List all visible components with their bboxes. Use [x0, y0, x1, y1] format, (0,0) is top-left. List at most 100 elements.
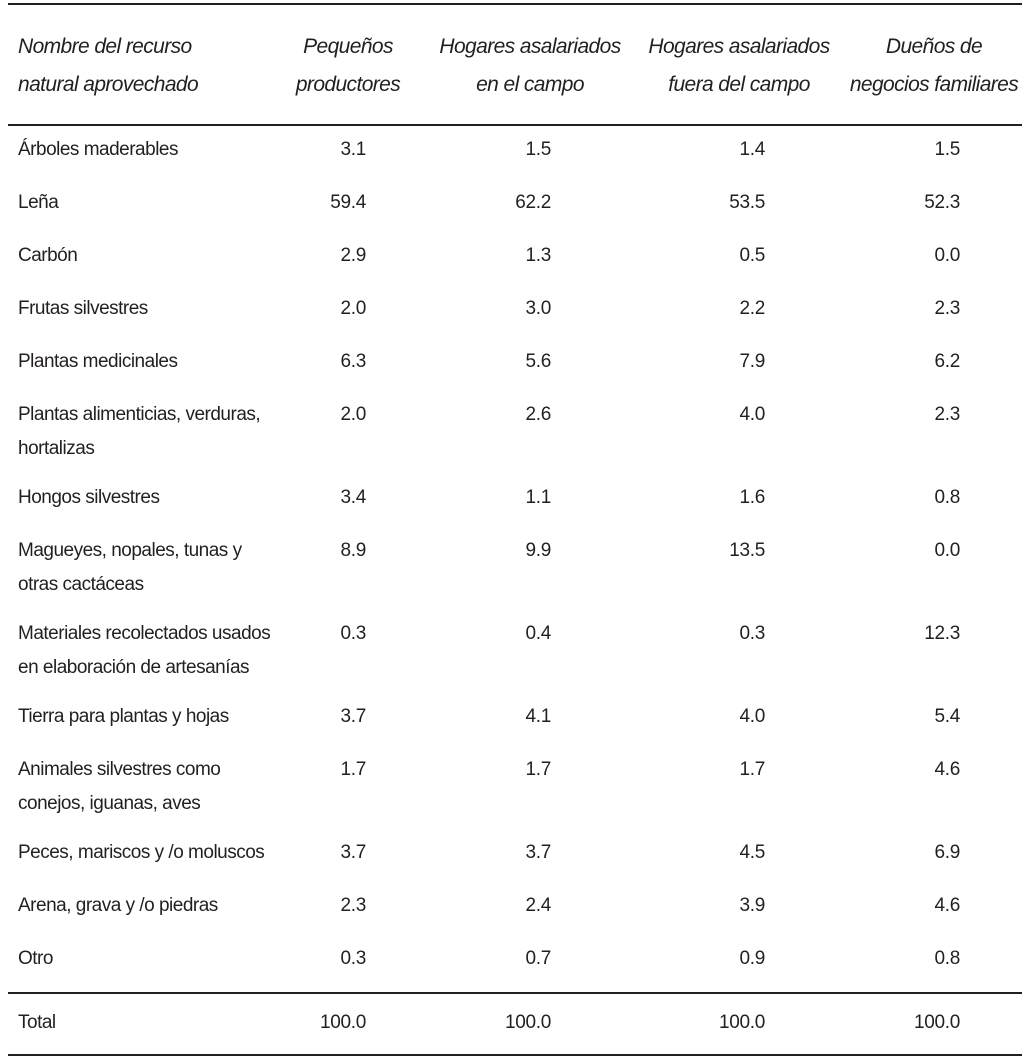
- column-header-line: en el campo: [476, 73, 584, 96]
- resource-name-line: Hongos silvestres: [18, 487, 160, 508]
- column-header-line: Hogares asalariados: [439, 35, 621, 58]
- cell-value: 1.7: [340, 759, 366, 780]
- cell-value: 1.3: [525, 245, 551, 266]
- column-header-line: Hogares asalariados: [648, 35, 830, 58]
- total-rule: [8, 992, 1022, 994]
- column-header: Nombre del recurso natural aprovechado: [18, 28, 258, 104]
- cell-value: 6.3: [340, 351, 366, 372]
- cell-value: 3.7: [340, 842, 366, 863]
- cell-value: 4.0: [739, 706, 765, 727]
- resource-name-line: Frutas silvestres: [18, 298, 148, 319]
- resource-name: Plantas medicinales: [18, 345, 278, 379]
- resource-name-line: Árboles maderables: [18, 139, 178, 160]
- resource-name: Animales silvestres como conejos, iguanas…: [18, 753, 278, 821]
- cell-value: 0.3: [340, 623, 366, 644]
- cell-value: 62.2: [515, 192, 551, 213]
- cell-value: 4.6: [934, 895, 960, 916]
- cell-value: 2.4: [525, 895, 551, 916]
- cell-value: 2.3: [340, 895, 366, 916]
- table-top-rule: [8, 3, 1022, 5]
- resource-name-line: Animales silvestres como: [18, 759, 221, 780]
- header-rule: [8, 124, 1022, 126]
- cell-value: 0.9: [739, 948, 765, 969]
- resource-name-line: en elaboración de artesanías: [18, 657, 250, 678]
- cell-value: 0.0: [934, 540, 960, 561]
- table-bottom-rule: [8, 1054, 1022, 1056]
- cell-value: 2.0: [340, 404, 366, 425]
- cell-value: 52.3: [924, 192, 960, 213]
- cell-value: 1.5: [934, 139, 960, 160]
- cell-value: 13.5: [729, 540, 765, 561]
- resource-name: Peces, mariscos y /o moluscos: [18, 836, 278, 870]
- cell-value: 59.4: [330, 192, 366, 213]
- cell-value: 6.2: [934, 351, 960, 372]
- cell-value: 2.3: [934, 404, 960, 425]
- resource-name-line: Otro: [18, 948, 53, 969]
- cell-value: 1.1: [525, 487, 551, 508]
- cell-value: 5.6: [525, 351, 551, 372]
- cell-value: 6.9: [934, 842, 960, 863]
- resource-name: Leña: [18, 186, 278, 220]
- cell-value: 3.7: [340, 706, 366, 727]
- cell-value: 2.0: [340, 298, 366, 319]
- cell-value: 0.8: [934, 948, 960, 969]
- resource-name-line: Arena, grava y /o piedras: [18, 895, 218, 916]
- column-header: Hogares asalariados fuera del campo: [619, 28, 859, 104]
- column-header-line: Pequeños: [303, 35, 393, 58]
- cell-value: 3.1: [340, 139, 366, 160]
- resource-name: Tierra para plantas y hojas: [18, 700, 278, 734]
- cell-value: 100.0: [319, 1012, 366, 1033]
- column-header-line: fuera del campo: [668, 73, 810, 96]
- resource-name: Otro: [18, 942, 278, 976]
- column-header-line: productores: [295, 73, 401, 96]
- column-header-line: Dueños de: [885, 35, 983, 58]
- cell-value: 0.3: [340, 948, 366, 969]
- cell-value: 1.7: [739, 759, 765, 780]
- column-header: Dueños de negocios familiares: [814, 28, 1024, 104]
- cell-value: 1.4: [739, 139, 765, 160]
- resource-name: Plantas alimenticias, verduras, hortaliza…: [18, 398, 278, 466]
- cell-value: 2.9: [340, 245, 366, 266]
- cell-value: 4.0: [739, 404, 765, 425]
- cell-value: 3.9: [739, 895, 765, 916]
- cell-value: 4.6: [934, 759, 960, 780]
- cell-value: 8.9: [340, 540, 366, 561]
- resource-name-line: Magueyes, nopales, tunas y: [18, 540, 242, 561]
- cell-value: 3.0: [525, 298, 551, 319]
- resource-name: Arena, grava y /o piedras: [18, 889, 278, 923]
- cell-value: 3.7: [525, 842, 551, 863]
- cell-value: 5.4: [934, 706, 960, 727]
- column-header: Pequeños productores: [228, 28, 468, 104]
- cell-value: 0.3: [739, 623, 765, 644]
- resource-name: Magueyes, nopales, tunas y otras cactácea…: [18, 534, 278, 602]
- resource-name-line: hortalizas: [18, 438, 95, 459]
- resource-name: Árboles maderables: [18, 133, 278, 167]
- column-header-line: Nombre del recurso: [18, 35, 192, 58]
- cell-value: 7.9: [739, 351, 765, 372]
- cell-value: 53.5: [729, 192, 765, 213]
- cell-value: 4.5: [739, 842, 765, 863]
- cell-value: 9.9: [525, 540, 551, 561]
- resource-name-line: Carbón: [18, 245, 78, 266]
- cell-value: 12.3: [924, 623, 960, 644]
- resource-name: Frutas silvestres: [18, 292, 278, 326]
- resource-name-line: conejos, iguanas, aves: [18, 793, 201, 814]
- resource-name: Carbón: [18, 239, 278, 273]
- cell-value: 0.5: [739, 245, 765, 266]
- cell-value: 0.4: [525, 623, 551, 644]
- column-header-line: negocios familiares: [849, 73, 1019, 96]
- cell-value: 1.7: [525, 759, 551, 780]
- resource-name-line: otras cactáceas: [18, 574, 144, 595]
- cell-value: 100.0: [504, 1012, 551, 1033]
- resource-name-line: Leña: [18, 192, 59, 213]
- cell-value: 100.0: [718, 1012, 765, 1033]
- column-header-line: natural aprovechado: [18, 73, 199, 96]
- cell-value: 2.6: [525, 404, 551, 425]
- resource-name: Materiales recolectados usados en elabora…: [18, 617, 278, 685]
- resource-name: Hongos silvestres: [18, 481, 278, 515]
- resource-name-line: Plantas medicinales: [18, 351, 178, 372]
- cell-value: 100.0: [913, 1012, 960, 1033]
- cell-value: 2.3: [934, 298, 960, 319]
- resource-name-line: Tierra para plantas y hojas: [18, 706, 229, 727]
- resource-name-line: Materiales recolectados usados: [18, 623, 271, 644]
